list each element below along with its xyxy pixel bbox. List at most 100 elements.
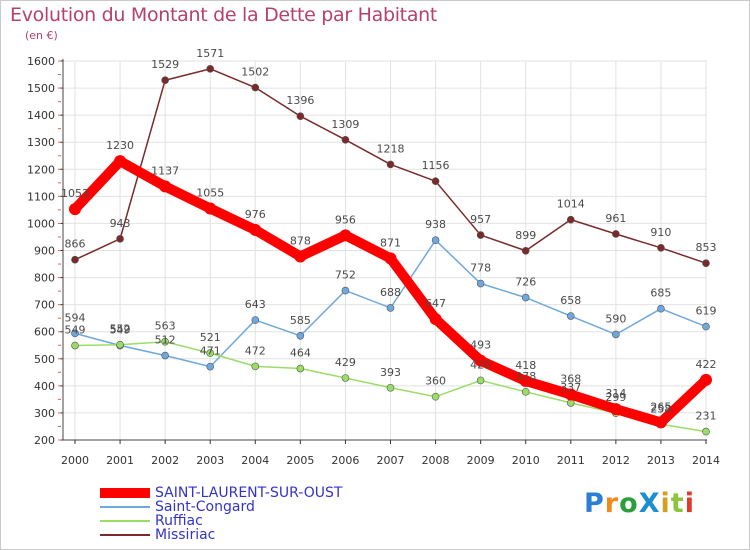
data-label: 231	[696, 410, 717, 423]
data-point	[700, 373, 712, 386]
data-point	[206, 65, 215, 73]
logo-letter: X	[638, 488, 661, 519]
x-tick-label: 2004	[241, 454, 269, 467]
data-point	[69, 203, 81, 216]
data-label: 368	[560, 373, 581, 386]
data-label: 299	[605, 391, 626, 404]
data-point	[702, 427, 710, 436]
data-point	[431, 392, 440, 401]
x-tick-label: 2011	[557, 454, 585, 467]
data-point	[519, 374, 532, 387]
data-label: 853	[696, 241, 717, 254]
x-tick-label: 2003	[196, 454, 224, 467]
data-point	[296, 112, 305, 121]
data-point	[431, 236, 440, 245]
data-point	[161, 76, 169, 85]
logo-letter: t	[670, 488, 685, 519]
data-point	[341, 135, 350, 144]
data-point	[341, 286, 350, 295]
data-label: 521	[200, 331, 221, 344]
y-tick-label: 1500	[27, 82, 55, 95]
x-tick-label: 2010	[512, 454, 540, 467]
logo-letter: i	[684, 488, 695, 519]
data-label: 752	[335, 269, 356, 282]
data-point	[206, 349, 215, 357]
data-point	[251, 362, 260, 371]
data-point	[612, 330, 620, 339]
data-point	[296, 331, 305, 340]
data-label: 1137	[151, 164, 179, 177]
data-label: 976	[245, 208, 266, 221]
data-point	[566, 215, 575, 224]
data-label: 643	[245, 298, 266, 311]
data-label: 938	[425, 218, 446, 231]
x-tick-label: 2013	[647, 454, 675, 467]
data-point	[386, 304, 395, 312]
logo-letter: o	[619, 488, 639, 519]
x-tick-label: 2009	[467, 454, 495, 467]
data-point	[476, 376, 485, 385]
y-tick-label: 200	[34, 434, 55, 447]
data-label: 360	[425, 375, 446, 388]
legend-label: Missiriac	[155, 527, 216, 543]
y-tick-label: 1100	[27, 190, 55, 203]
data-point	[249, 223, 262, 236]
data-point	[339, 229, 352, 242]
data-label: 258	[650, 402, 671, 415]
y-tick-label: 900	[34, 245, 55, 258]
data-label: 265	[650, 400, 671, 413]
data-label: 594	[65, 311, 86, 324]
data-label: 549	[65, 324, 86, 337]
data-label: 1014	[557, 198, 585, 211]
data-point	[161, 351, 169, 360]
data-label: 549	[110, 324, 131, 337]
data-point	[702, 259, 710, 268]
x-tick-label: 2012	[602, 454, 630, 467]
data-point	[251, 316, 260, 324]
data-label: 1309	[331, 118, 359, 131]
y-tick-label: 1200	[27, 163, 55, 176]
data-point	[476, 279, 485, 288]
data-point	[476, 231, 485, 239]
data-point	[609, 403, 622, 416]
data-label: 957	[470, 213, 491, 226]
x-tick-label: 2007	[377, 454, 405, 467]
y-tick-label: 500	[34, 353, 55, 366]
x-tick-label: 2006	[331, 454, 359, 467]
data-label: 1055	[196, 187, 224, 200]
chart-title: Evolution du Montant de la Dette par Hab…	[10, 4, 438, 26]
data-point	[294, 250, 307, 263]
y-tick-label: 600	[34, 326, 55, 339]
data-label: 943	[110, 217, 131, 230]
data-point	[429, 312, 442, 325]
data-point	[521, 246, 530, 255]
data-label: 378	[515, 370, 536, 383]
x-tick-label: 2008	[422, 454, 450, 467]
data-point	[251, 83, 260, 92]
logo-letter: P	[584, 488, 605, 519]
x-tick-label: 2005	[286, 454, 314, 467]
data-point	[204, 202, 217, 215]
data-point	[159, 180, 172, 193]
data-label: 418	[515, 359, 536, 372]
data-point	[566, 312, 575, 320]
data-label: 563	[155, 320, 176, 333]
x-tick-label: 2000	[61, 454, 89, 467]
series-lines	[69, 65, 712, 436]
data-point	[657, 304, 665, 313]
data-label: 726	[515, 276, 536, 289]
data-label: 422	[696, 358, 717, 371]
data-point	[386, 383, 395, 392]
data-label: 590	[605, 312, 626, 325]
legend-swatch	[100, 506, 150, 508]
data-label: 899	[515, 229, 536, 242]
data-label: 493	[470, 339, 491, 352]
data-label: 961	[605, 212, 626, 225]
data-point	[521, 388, 530, 396]
data-label: 866	[65, 238, 86, 251]
y-tick-label: 1300	[27, 136, 55, 149]
data-label: 420	[470, 358, 491, 371]
data-label: 688	[380, 286, 401, 299]
data-point	[71, 329, 79, 338]
